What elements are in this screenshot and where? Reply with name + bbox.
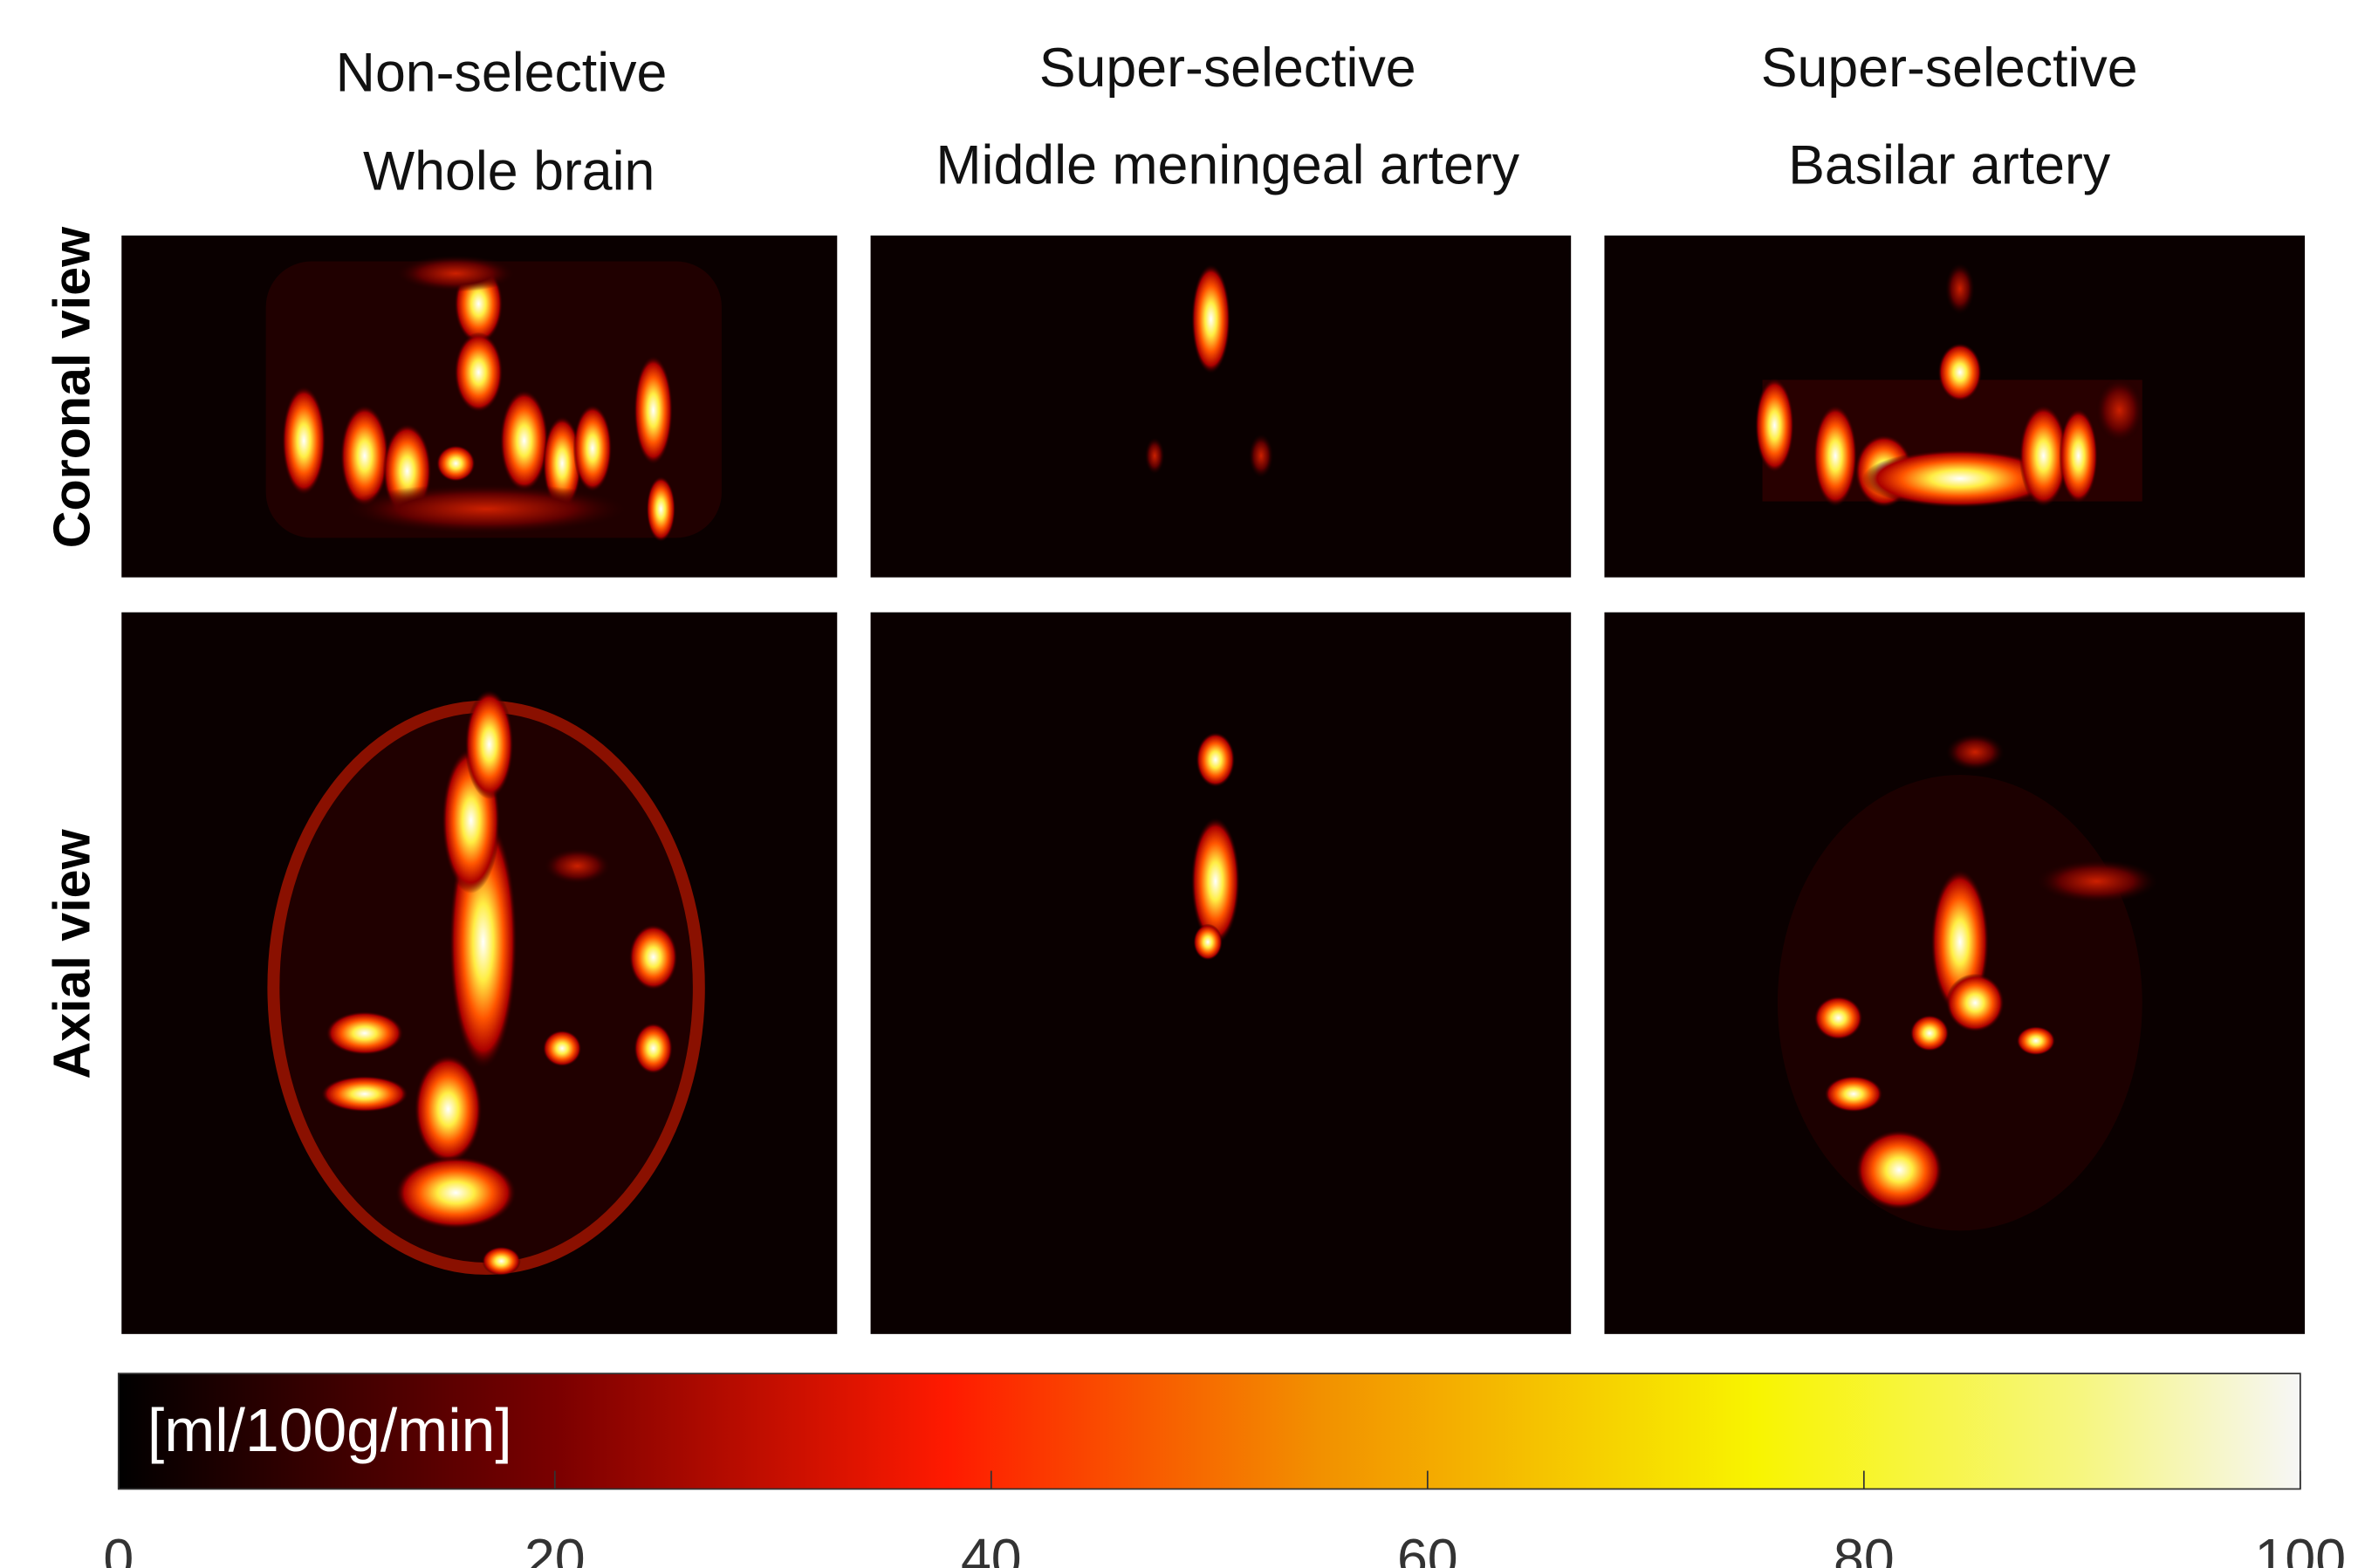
image-panel bbox=[121, 613, 837, 1334]
column-title: Super-selective bbox=[1039, 38, 1416, 99]
image-panel bbox=[871, 613, 1572, 1334]
x-tick-label: 100 bbox=[2255, 1528, 2347, 1568]
x-tick-label: 80 bbox=[1834, 1528, 1895, 1568]
column-title: Super-selective bbox=[1761, 38, 2138, 99]
colorbar-label: [ml/100g/min] bbox=[147, 1396, 512, 1464]
column-subtitle: Basilar artery bbox=[1788, 135, 2111, 196]
image-panel bbox=[871, 236, 1572, 578]
row-label: Axial view bbox=[43, 828, 101, 1078]
image-panel bbox=[121, 236, 837, 578]
column-subtitle: Whole brain bbox=[363, 141, 655, 202]
x-tick-label: 60 bbox=[1397, 1528, 1458, 1568]
figure: Non-selective Whole brain Super-selectiv… bbox=[0, 0, 2358, 1568]
x-tick-label: 40 bbox=[961, 1528, 1022, 1568]
column-subtitle: Middle meningeal artery bbox=[936, 135, 1519, 196]
image-panel bbox=[1604, 236, 2305, 578]
image-panels bbox=[121, 236, 2305, 1334]
x-tick-label: 20 bbox=[524, 1528, 586, 1568]
column-title: Non-selective bbox=[336, 42, 668, 103]
x-tick-label: 0 bbox=[103, 1528, 134, 1568]
image-panel bbox=[1604, 613, 2305, 1334]
row-label: Coronal view bbox=[43, 226, 101, 548]
